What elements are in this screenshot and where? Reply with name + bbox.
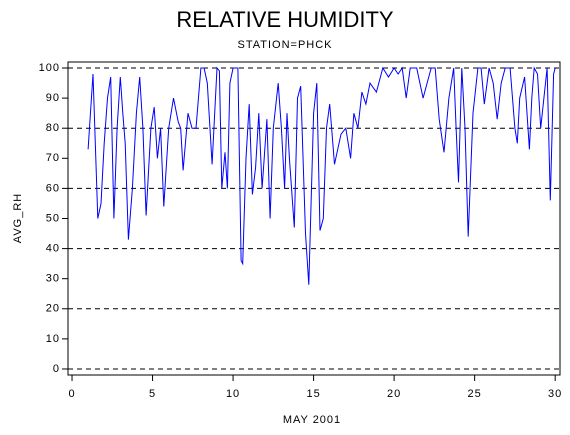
y-tick-label: 0 [53,363,60,375]
y-tick-label: 90 [46,92,60,104]
x-tick-label: 0 [68,388,75,400]
y-tick-label: 50 [46,212,60,224]
chart-title: RELATIVE HUMIDITY [176,7,394,32]
y-tick-label: 100 [39,62,60,74]
x-tick-label: 20 [387,388,401,400]
y-axis-label: AVG_RH [12,193,24,243]
x-tick-label: 5 [149,388,156,400]
chart-subtitle: STATION=PHCK [237,39,332,51]
y-tick-label: 10 [46,333,60,345]
y-tick-label: 60 [46,182,60,194]
y-tick-label: 20 [46,303,60,315]
y-tick-label: 80 [46,122,60,134]
y-tick-label: 70 [46,152,60,164]
x-tick-label: 15 [306,388,320,400]
x-tick-label: 10 [226,388,240,400]
x-tick-label: 25 [468,388,482,400]
y-tick-label: 40 [46,243,60,255]
x-axis-label: MAY 2001 [283,414,341,426]
y-tick-label: 30 [46,273,60,285]
data-line [87,66,556,285]
x-tick-label: 30 [548,388,562,400]
